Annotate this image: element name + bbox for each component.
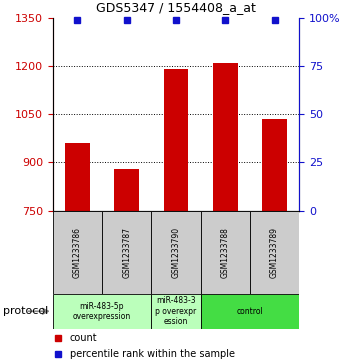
Bar <box>213 63 238 211</box>
Bar <box>53 211 102 294</box>
Bar <box>151 211 201 294</box>
Text: protocol: protocol <box>3 306 49 316</box>
Text: control: control <box>237 307 263 316</box>
Bar <box>250 211 299 294</box>
Text: GSM1233787: GSM1233787 <box>122 227 131 278</box>
Bar <box>201 294 299 329</box>
Text: GSM1233786: GSM1233786 <box>73 227 82 278</box>
Bar <box>164 69 188 211</box>
Text: miR-483-3
p overexpr
ession: miR-483-3 p overexpr ession <box>155 296 197 326</box>
Text: GSM1233789: GSM1233789 <box>270 227 279 278</box>
Text: percentile rank within the sample: percentile rank within the sample <box>70 349 235 359</box>
Bar <box>114 169 139 211</box>
Bar <box>201 211 250 294</box>
Text: count: count <box>70 333 98 343</box>
Bar <box>151 294 201 329</box>
Bar <box>102 211 151 294</box>
Text: miR-483-5p
overexpression: miR-483-5p overexpression <box>73 302 131 321</box>
Bar <box>53 294 151 329</box>
Text: GSM1233790: GSM1233790 <box>171 227 181 278</box>
Bar <box>65 143 90 211</box>
Title: GDS5347 / 1554408_a_at: GDS5347 / 1554408_a_at <box>96 1 256 14</box>
Text: GSM1233788: GSM1233788 <box>221 227 230 278</box>
Bar <box>262 119 287 211</box>
